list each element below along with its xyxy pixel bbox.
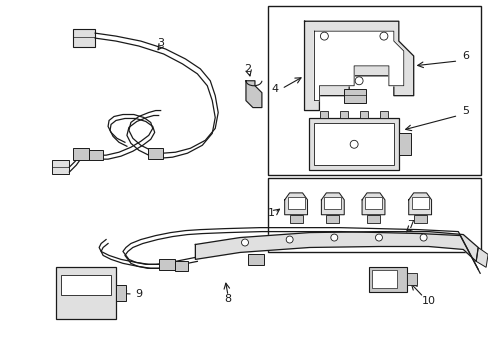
Bar — [399, 133, 411, 155]
Bar — [116, 285, 126, 301]
Bar — [369, 267, 407, 292]
Text: 7: 7 — [407, 220, 414, 230]
Text: 3: 3 — [157, 38, 164, 48]
Circle shape — [375, 234, 382, 241]
Bar — [315, 123, 394, 165]
Bar — [89, 150, 103, 160]
Bar — [360, 111, 368, 118]
Circle shape — [320, 32, 328, 40]
Polygon shape — [196, 231, 478, 261]
Polygon shape — [285, 193, 308, 215]
Bar — [414, 215, 427, 223]
Bar — [51, 160, 70, 174]
Bar — [159, 260, 174, 270]
Bar — [367, 215, 380, 223]
Text: 2: 2 — [245, 64, 251, 74]
Text: 9: 9 — [135, 289, 143, 299]
Circle shape — [242, 239, 248, 246]
Text: 10: 10 — [421, 296, 436, 306]
Bar — [412, 197, 429, 209]
Text: 5: 5 — [462, 105, 469, 116]
Bar — [61, 275, 111, 295]
Polygon shape — [476, 247, 488, 267]
Bar — [320, 111, 328, 118]
Bar — [372, 270, 397, 288]
Polygon shape — [409, 193, 432, 215]
Bar — [340, 111, 348, 118]
Bar — [288, 197, 305, 209]
Circle shape — [350, 140, 358, 148]
Bar — [174, 261, 189, 271]
Bar — [56, 267, 116, 319]
Circle shape — [286, 236, 293, 243]
Bar — [268, 6, 481, 175]
Polygon shape — [362, 193, 385, 215]
Polygon shape — [315, 31, 404, 100]
Text: 4: 4 — [271, 84, 278, 94]
Bar — [74, 148, 89, 160]
Bar — [248, 255, 264, 265]
Bar — [268, 178, 481, 252]
Polygon shape — [305, 21, 414, 111]
Circle shape — [380, 32, 388, 40]
Bar — [326, 215, 339, 223]
Bar — [365, 197, 382, 209]
Bar — [310, 118, 399, 170]
Bar — [380, 111, 388, 118]
Bar — [344, 89, 366, 103]
Bar — [324, 197, 341, 209]
Bar — [148, 148, 163, 159]
Text: 8: 8 — [224, 294, 232, 304]
Bar — [407, 273, 416, 285]
Polygon shape — [246, 81, 262, 108]
Text: 6: 6 — [462, 51, 469, 61]
Bar — [74, 29, 95, 47]
Polygon shape — [321, 193, 344, 215]
Circle shape — [355, 77, 363, 85]
Bar — [290, 215, 302, 223]
Circle shape — [420, 234, 427, 241]
Circle shape — [331, 234, 338, 241]
Text: 1: 1 — [269, 208, 275, 218]
